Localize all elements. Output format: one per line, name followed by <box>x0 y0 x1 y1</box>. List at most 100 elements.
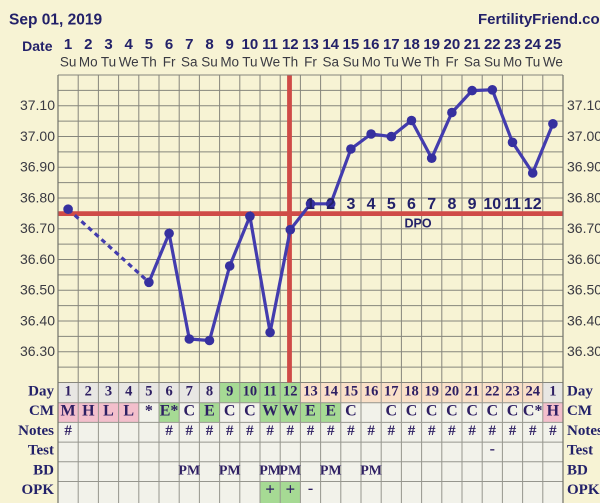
svg-text:Tu: Tu <box>242 55 257 70</box>
svg-text:11: 11 <box>504 196 521 213</box>
svg-text:Sa: Sa <box>464 55 481 70</box>
svg-text:#: # <box>428 423 436 439</box>
svg-text:12: 12 <box>524 196 542 213</box>
svg-text:36.80: 36.80 <box>20 189 55 205</box>
svg-text:Fr: Fr <box>304 55 317 70</box>
svg-text:36.90: 36.90 <box>20 159 55 175</box>
svg-text:12: 12 <box>283 384 298 400</box>
svg-text:#: # <box>266 423 274 439</box>
svg-text:+: + <box>285 479 295 498</box>
svg-text:1: 1 <box>64 36 72 53</box>
svg-text:37.10: 37.10 <box>20 97 55 113</box>
svg-text:C: C <box>345 403 357 420</box>
svg-text:37.10: 37.10 <box>567 97 600 113</box>
svg-text:#: # <box>509 423 517 439</box>
svg-text:7: 7 <box>185 36 193 53</box>
svg-text:7: 7 <box>427 196 436 213</box>
svg-text:4: 4 <box>125 384 132 400</box>
svg-text:H: H <box>82 403 95 420</box>
svg-text:#: # <box>246 423 254 439</box>
svg-text:10: 10 <box>242 36 259 53</box>
svg-text:C: C <box>184 403 196 420</box>
svg-text:#: # <box>186 423 194 439</box>
svg-text:36.60: 36.60 <box>20 251 55 267</box>
svg-text:1: 1 <box>306 196 315 213</box>
svg-text:H: H <box>547 403 560 420</box>
svg-text:#: # <box>367 423 375 439</box>
svg-text:Sa: Sa <box>322 55 339 70</box>
svg-text:10: 10 <box>243 384 258 400</box>
svg-text:Notes: Notes <box>18 423 54 439</box>
svg-text:W: W <box>282 403 298 420</box>
svg-text:36.70: 36.70 <box>567 220 600 236</box>
svg-text:9: 9 <box>226 36 234 53</box>
svg-text:23: 23 <box>504 36 521 53</box>
svg-text:36.50: 36.50 <box>567 282 600 298</box>
svg-text:PM: PM <box>360 463 382 478</box>
svg-text:#: # <box>448 423 456 439</box>
svg-text:Date: Date <box>22 38 53 54</box>
svg-text:#: # <box>347 423 355 439</box>
svg-text:Tu: Tu <box>525 55 540 70</box>
svg-text:Day: Day <box>28 384 54 400</box>
svg-text:36.30: 36.30 <box>20 343 55 359</box>
svg-text:PM: PM <box>259 463 281 478</box>
svg-text:22: 22 <box>485 384 500 400</box>
svg-text:We: We <box>260 55 280 70</box>
svg-text:10: 10 <box>483 196 501 213</box>
svg-text:6: 6 <box>165 384 172 400</box>
svg-text:Su: Su <box>201 55 218 70</box>
svg-text:C: C <box>386 403 398 420</box>
svg-text:1: 1 <box>64 384 71 400</box>
svg-text:#: # <box>64 423 72 439</box>
svg-text:PM: PM <box>279 463 301 478</box>
svg-text:#: # <box>307 423 315 439</box>
svg-text:C: C <box>406 403 418 420</box>
svg-text:We: We <box>119 55 139 70</box>
svg-text:C: C <box>507 403 519 420</box>
svg-text:Sep 01, 2019: Sep 01, 2019 <box>9 12 102 29</box>
svg-text:3: 3 <box>105 384 112 400</box>
svg-text:C: C <box>487 403 499 420</box>
svg-text:C: C <box>244 403 256 420</box>
svg-text:Th: Th <box>282 55 298 70</box>
svg-text:9: 9 <box>226 384 233 400</box>
svg-text:L: L <box>123 403 134 420</box>
svg-text:5: 5 <box>145 36 153 53</box>
svg-text:20: 20 <box>444 36 461 53</box>
svg-text:C*: C* <box>523 403 543 420</box>
svg-text:14: 14 <box>323 384 338 400</box>
svg-text:Th: Th <box>141 55 157 70</box>
svg-text:14: 14 <box>322 36 339 53</box>
svg-text:PM: PM <box>178 463 200 478</box>
svg-text:18: 18 <box>404 384 419 400</box>
svg-text:C: C <box>446 403 458 420</box>
svg-text:#: # <box>226 423 234 439</box>
svg-text:2: 2 <box>326 196 335 213</box>
svg-text:17: 17 <box>383 36 400 53</box>
svg-text:OPK: OPK <box>567 482 600 498</box>
svg-text:#: # <box>388 423 396 439</box>
svg-text:PM: PM <box>219 463 241 478</box>
svg-text:+: + <box>265 479 275 498</box>
svg-text:9: 9 <box>468 196 477 213</box>
svg-text:#: # <box>468 423 476 439</box>
svg-text:Mo: Mo <box>79 55 98 70</box>
svg-text:Sa: Sa <box>181 55 198 70</box>
svg-text:36.90: 36.90 <box>567 159 600 175</box>
svg-text:37.00: 37.00 <box>20 128 55 144</box>
svg-text:C: C <box>466 403 478 420</box>
svg-text:5: 5 <box>387 196 396 213</box>
svg-text:Mo: Mo <box>362 55 381 70</box>
svg-text:6: 6 <box>165 36 173 53</box>
svg-text:19: 19 <box>424 384 439 400</box>
svg-text:Th: Th <box>424 55 440 70</box>
svg-text:36.80: 36.80 <box>567 189 600 205</box>
svg-text:5: 5 <box>145 384 152 400</box>
svg-text:We: We <box>401 55 421 70</box>
svg-text:21: 21 <box>465 384 480 400</box>
svg-text:#: # <box>206 423 214 439</box>
svg-text:Test: Test <box>567 443 593 459</box>
svg-text:2: 2 <box>85 384 92 400</box>
svg-text:Day: Day <box>567 384 593 400</box>
